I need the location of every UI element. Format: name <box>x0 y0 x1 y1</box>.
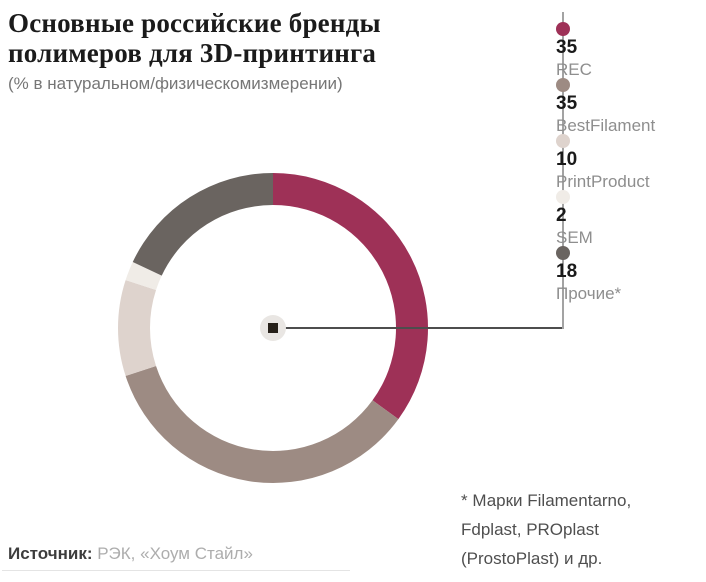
legend-item-prochie: 18 Прочие* <box>556 244 701 303</box>
donut-segment-прочие <box>132 173 273 276</box>
footnote-line: * Марки Filamentarno, <box>461 491 632 510</box>
legend-label: BestFilament <box>556 116 656 135</box>
legend-dot-rec <box>556 22 570 36</box>
donut-segment-rec <box>273 173 429 420</box>
donut-segment-printproduct <box>118 280 157 376</box>
connector-line <box>275 327 563 329</box>
legend-value: 35 <box>556 93 578 114</box>
legend: 35 REC 35 BestFilament 10 PrintProduct 2… <box>556 20 701 303</box>
legend-value: 2 <box>556 205 567 226</box>
donut-chart <box>118 173 429 484</box>
legend-dot-printproduct <box>556 134 570 148</box>
footnote-line: Fdplast, PROplast <box>461 519 599 539</box>
legend-axis-line <box>562 12 564 329</box>
legend-dot-bestfilament <box>556 78 570 92</box>
legend-item-bestfilament: 35 BestFilament <box>556 76 701 135</box>
bottom-divider <box>2 570 350 571</box>
legend-label: SEM <box>556 228 593 247</box>
donut-segment-sem <box>125 262 162 290</box>
source-line: Источник: РЭК, «Хоум Стайл» <box>8 544 253 564</box>
legend-label: REC <box>556 60 592 79</box>
footnote: * Марки Filamentarno, Fdplast, PROplast … <box>461 487 696 574</box>
legend-item-rec: 35 REC <box>556 20 701 79</box>
donut-segment-bestfilament <box>125 366 399 484</box>
page-title: Основные российские бренды полимеров для… <box>8 8 381 69</box>
source-value: РЭК, «Хоум Стайл» <box>92 544 253 563</box>
legend-label: Прочие* <box>556 284 622 303</box>
legend-label: PrintProduct <box>556 172 650 191</box>
footnote-line: (ProstoPlast) и др. <box>461 548 603 568</box>
legend-value: 35 <box>556 37 578 58</box>
legend-item-sem: 2 SEM <box>556 188 701 247</box>
legend-dot-prochie <box>556 246 570 260</box>
legend-value: 10 <box>556 149 578 170</box>
source-label: Источник: <box>8 544 93 563</box>
page-subtitle: (% в натуральном/физическомизмерении) <box>8 74 343 93</box>
legend-value: 18 <box>556 261 578 282</box>
legend-dot-sem <box>556 190 570 204</box>
legend-item-printproduct: 10 PrintProduct <box>556 132 701 191</box>
donut-center-marker <box>268 323 278 333</box>
